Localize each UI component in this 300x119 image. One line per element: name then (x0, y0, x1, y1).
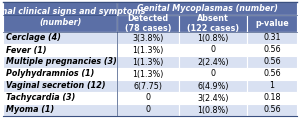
Bar (117, 15, 179, 32)
Text: 1(1.3%): 1(1.3%) (132, 45, 164, 55)
Bar (3, 2, 117, 32)
Bar (179, 32, 247, 44)
Bar (179, 68, 247, 80)
Bar (247, 32, 297, 44)
Bar (247, 15, 297, 32)
Text: Genital Mycoplasmas (number): Genital Mycoplasmas (number) (136, 4, 278, 13)
Text: Absent
(122 cases): Absent (122 cases) (187, 14, 239, 33)
Text: 6(4.9%): 6(4.9%) (197, 82, 229, 91)
Bar (117, 80, 179, 92)
Bar (179, 56, 247, 68)
Text: 0.56: 0.56 (263, 45, 281, 55)
Bar (179, 104, 247, 116)
Text: 0.18: 0.18 (263, 94, 281, 102)
Bar (117, 56, 179, 68)
Text: Cerclage (4): Cerclage (4) (6, 34, 61, 42)
Text: 0: 0 (146, 106, 151, 114)
Bar (247, 68, 297, 80)
Text: 0.56: 0.56 (263, 69, 281, 79)
Text: Polyhydramnios (1): Polyhydramnios (1) (6, 69, 94, 79)
Bar (3, 92, 117, 104)
Bar (3, 80, 117, 92)
Bar (3, 56, 117, 68)
Bar (179, 92, 247, 104)
Bar (247, 80, 297, 92)
Bar (117, 104, 179, 116)
Text: 0.31: 0.31 (263, 34, 281, 42)
Text: 0.56: 0.56 (263, 106, 281, 114)
Text: Myoma (1): Myoma (1) (6, 106, 54, 114)
Bar (179, 44, 247, 56)
Text: 3(3.8%): 3(3.8%) (132, 34, 164, 42)
Text: Vaginal secretion (12): Vaginal secretion (12) (6, 82, 106, 91)
Text: 1(0.8%): 1(0.8%) (197, 106, 229, 114)
Text: 3(2.4%): 3(2.4%) (197, 94, 229, 102)
Text: Fever (1): Fever (1) (6, 45, 46, 55)
Bar (179, 80, 247, 92)
Bar (247, 56, 297, 68)
Bar (117, 2, 297, 15)
Bar (247, 104, 297, 116)
Text: 0.56: 0.56 (263, 57, 281, 67)
Text: 1(1.3%): 1(1.3%) (132, 57, 164, 67)
Text: 0: 0 (211, 69, 215, 79)
Bar (117, 44, 179, 56)
Bar (3, 32, 117, 44)
Text: 1: 1 (269, 82, 275, 91)
Text: Detected
(78 cases): Detected (78 cases) (125, 14, 171, 33)
Bar (117, 32, 179, 44)
Bar (247, 92, 297, 104)
Text: 6(7.75): 6(7.75) (134, 82, 163, 91)
Text: Multiple pregnancies (3): Multiple pregnancies (3) (6, 57, 117, 67)
Bar (179, 15, 247, 32)
Text: 0: 0 (211, 45, 215, 55)
Text: p-value: p-value (255, 19, 289, 28)
Text: 1(1.3%): 1(1.3%) (132, 69, 164, 79)
Text: 1(0.8%): 1(0.8%) (197, 34, 229, 42)
Bar (3, 104, 117, 116)
Bar (117, 92, 179, 104)
Bar (117, 68, 179, 80)
Text: Maternal clinical signs and symptoms
(number): Maternal clinical signs and symptoms (nu… (0, 7, 145, 27)
Bar (3, 44, 117, 56)
Bar (247, 44, 297, 56)
Text: Tachycardia (3): Tachycardia (3) (6, 94, 75, 102)
Text: 2(2.4%): 2(2.4%) (197, 57, 229, 67)
Text: 0: 0 (146, 94, 151, 102)
Bar (3, 68, 117, 80)
